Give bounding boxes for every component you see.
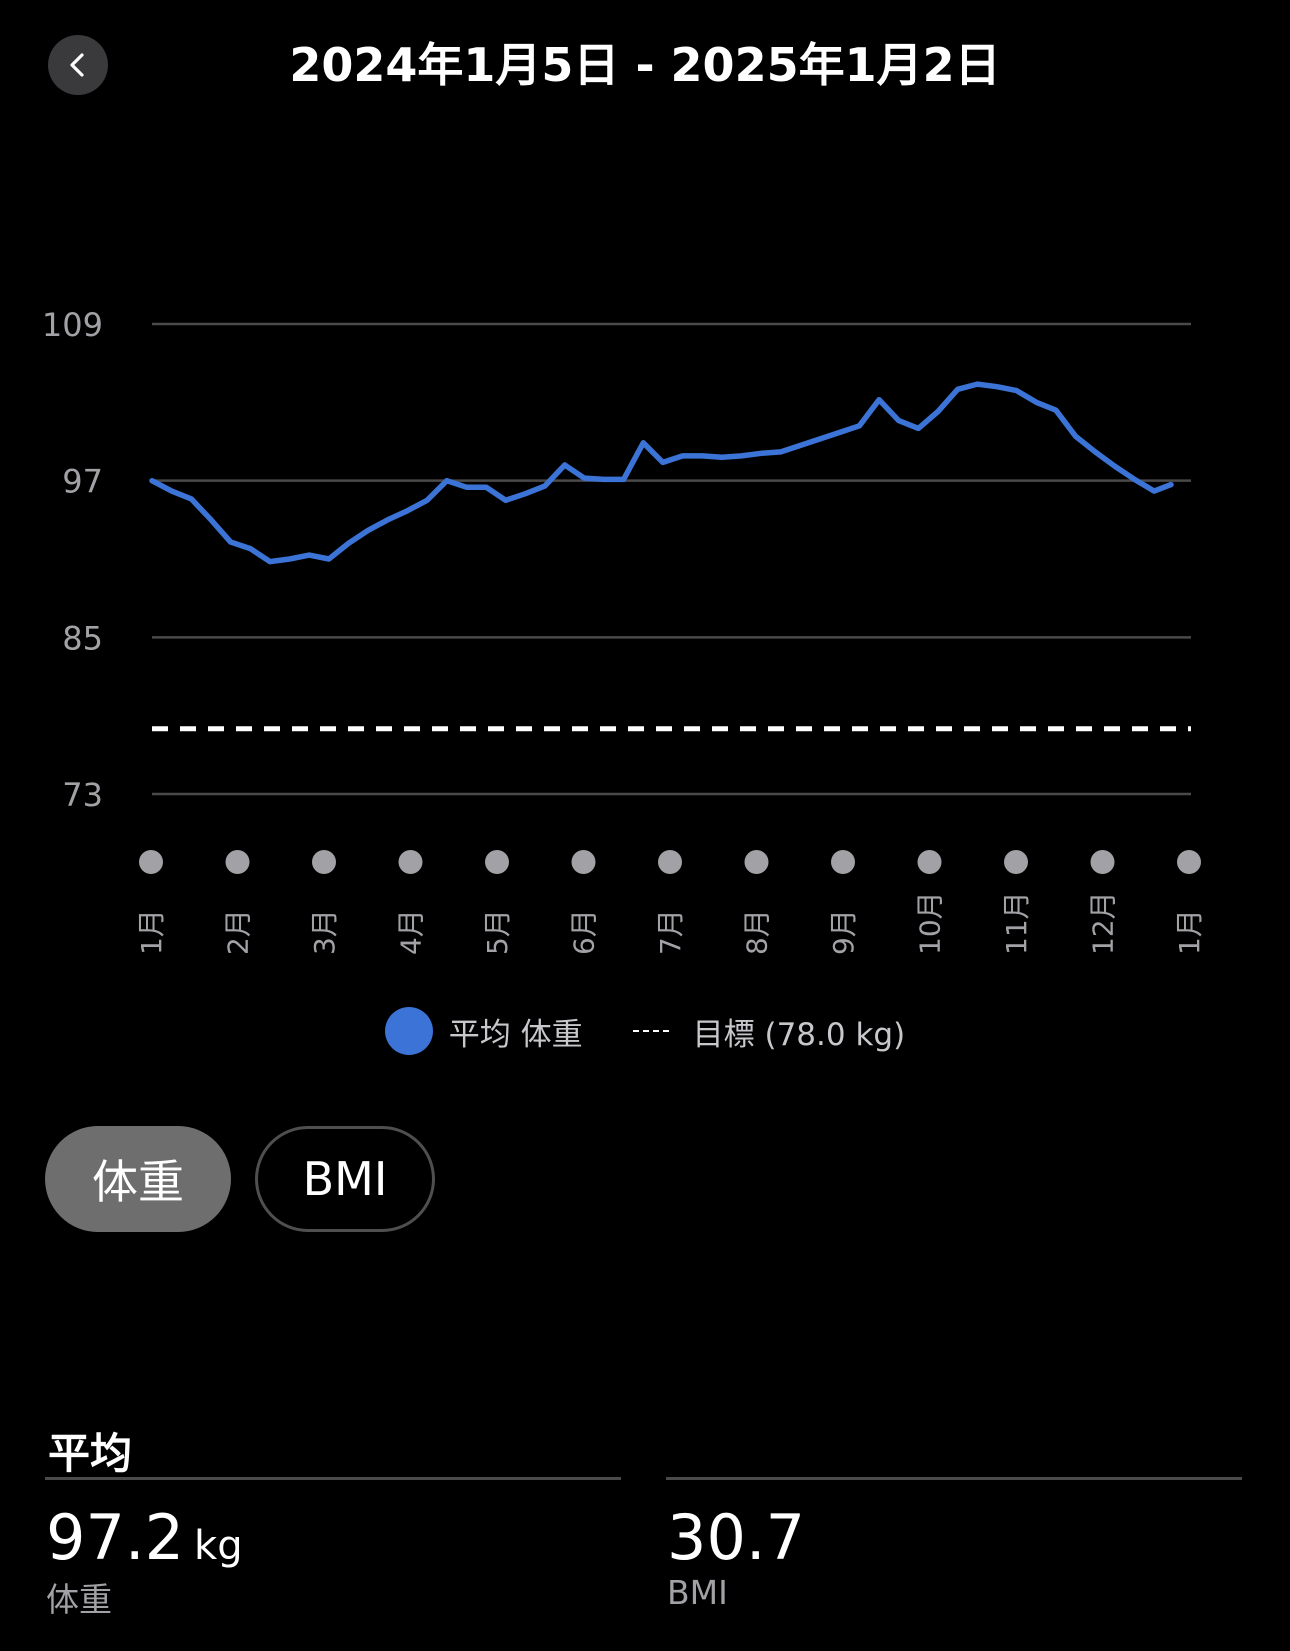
legend-target-swatch — [632, 1030, 669, 1032]
x-tick-dot — [658, 850, 682, 874]
x-tick-label: 4月 — [395, 909, 428, 955]
legend-series-label: 平均 体重 — [448, 1016, 583, 1053]
x-tick-label: 5月 — [481, 909, 514, 955]
y-tick-label: 109 — [42, 306, 103, 344]
x-tick-label: 1月 — [1173, 909, 1206, 955]
x-tick-label: 12月 — [1087, 891, 1120, 955]
segment-bmi-button[interactable]: BMI — [255, 1126, 435, 1232]
x-tick-dot — [398, 850, 423, 874]
x-tick-label: 10月 — [914, 891, 947, 955]
x-tick-dot — [571, 850, 596, 874]
x-tick-dot — [1090, 850, 1115, 874]
y-tick-label: 85 — [62, 619, 103, 657]
x-tick-dot — [225, 850, 250, 874]
x-tick-dot — [485, 850, 509, 874]
x-tick-label: 11月 — [1000, 891, 1033, 955]
x-tick-label: 9月 — [827, 909, 860, 955]
back-button[interactable] — [48, 35, 108, 95]
x-tick-dot — [139, 850, 163, 874]
page-title: 2024年1月5日 - 2025年1月2日 — [289, 38, 1001, 92]
x-tick-label: 3月 — [308, 909, 341, 955]
average-weight-number: 97.2 — [46, 1501, 185, 1574]
x-tick-label: 8月 — [741, 909, 774, 955]
average-weight-label: 体重 — [46, 1580, 112, 1619]
average-bmi-label: BMI — [667, 1573, 728, 1612]
x-tick-label: 7月 — [654, 909, 687, 955]
series-line-weight — [149, 381, 1174, 565]
legend-target-label: 目標 (78.0 kg) — [692, 1016, 906, 1053]
x-tick-label: 2月 — [222, 909, 255, 955]
segment-weight-button[interactable]: 体重 — [45, 1126, 231, 1232]
x-tick-label: 1月 — [135, 909, 168, 955]
divider-left — [45, 1477, 621, 1480]
average-bmi-value: 30.7 — [667, 1501, 806, 1574]
x-tick-dot — [917, 850, 942, 874]
x-tick-dot — [831, 850, 855, 874]
weight-line-chart: 109 97 85 73 1月 2月 3月 4月 5月 6月 7月 8月 9月 10月 11月 12月 1月 — [42, 306, 1206, 955]
average-weight-value: 97.2 kg — [46, 1502, 243, 1582]
y-tick-label: 97 — [62, 463, 103, 501]
x-tick-label: 6月 — [568, 909, 601, 955]
x-tick-dot — [1004, 850, 1028, 874]
divider-right — [666, 1477, 1242, 1480]
chevron-left-icon — [63, 50, 93, 80]
average-heading: 平均 — [48, 1429, 133, 1478]
x-tick-dot — [744, 850, 769, 874]
legend-series-swatch — [384, 1007, 433, 1055]
x-tick-dot — [312, 850, 336, 874]
chart-legend: 平均 体重 目標 (78.0 kg) — [0, 1005, 1290, 1057]
y-tick-label: 73 — [62, 776, 103, 814]
average-weight-unit: kg — [194, 1523, 243, 1569]
x-tick-dot — [1177, 850, 1201, 874]
